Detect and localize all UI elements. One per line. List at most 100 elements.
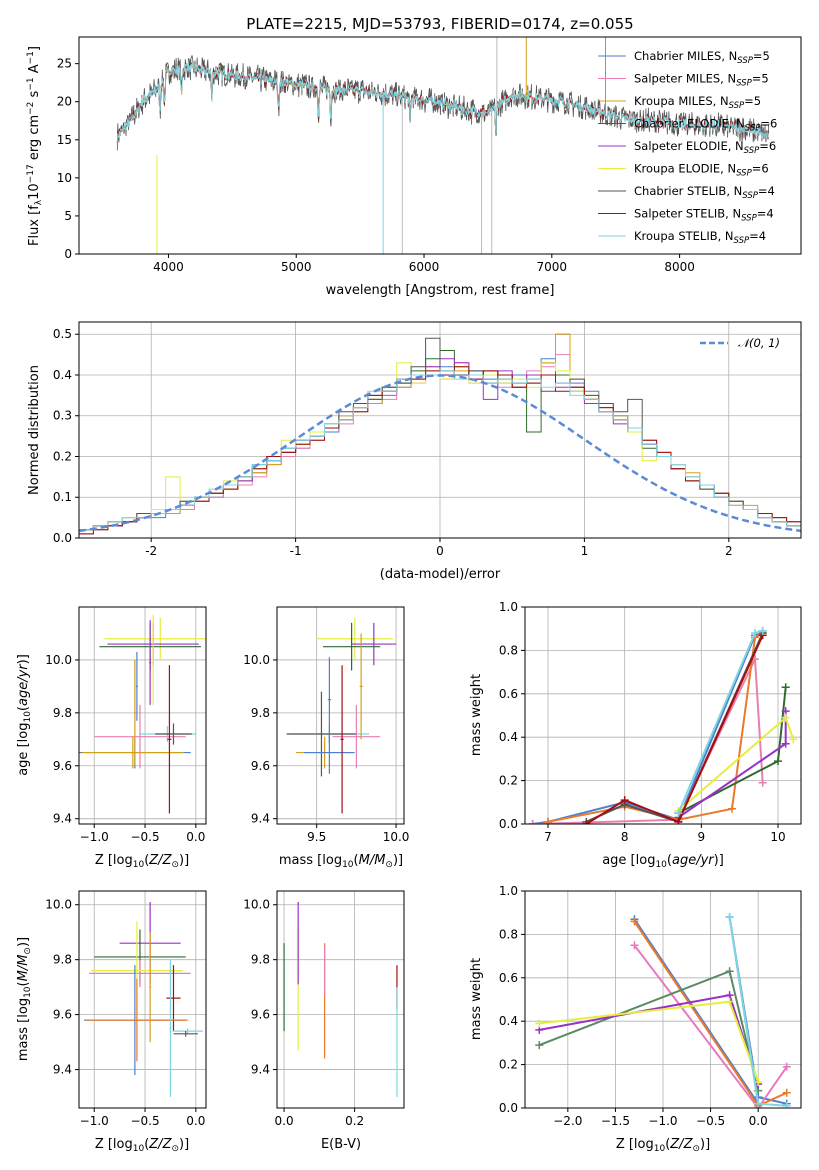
normal-curve bbox=[79, 374, 801, 533]
legend-label: Salpeter ELODIE, NSSP=6 bbox=[634, 139, 776, 156]
mass-vs-ebv-panel: 0.0 0.2 9.4 9.6 9.8 10.0 E(B-V) bbox=[243, 890, 405, 1152]
legend-label: Chabrier STELIB, NSSP=4 bbox=[634, 184, 775, 201]
weight-point-marker bbox=[725, 967, 734, 976]
weight-point-marker bbox=[535, 1041, 544, 1050]
x-tick-label: 9.5 bbox=[307, 830, 326, 844]
weight-point-marker bbox=[758, 778, 767, 787]
x-tick-label: 9 bbox=[698, 830, 706, 844]
age-vs-z-frame bbox=[78, 606, 207, 825]
legend-subscript: SSP bbox=[742, 191, 758, 201]
legend-text: Salpeter STELIB, N bbox=[634, 207, 741, 221]
y-tick-label: 0 bbox=[64, 247, 72, 261]
weight-point-marker bbox=[782, 1101, 791, 1108]
legend-label: Salpeter MILES, NSSP=5 bbox=[634, 72, 769, 89]
age-vs-mass-xlabel: mass [log10(M/M⊙)] bbox=[279, 853, 403, 870]
weight-lines bbox=[528, 626, 798, 824]
weight-point-marker bbox=[725, 997, 734, 1006]
legend-subscript: SSP bbox=[734, 236, 750, 246]
spectrum-title: PLATE=2215, MJD=53793, FIBERID=0174, z=0… bbox=[246, 15, 633, 33]
legend-label: Kroupa MILES, NSSP=5 bbox=[634, 94, 761, 111]
weight-lines bbox=[535, 913, 791, 1108]
y-tick-label: 9.6 bbox=[251, 759, 270, 773]
y-tick-label: 0.4 bbox=[499, 1014, 518, 1028]
x-tick-label: −1.0 bbox=[80, 1114, 109, 1128]
y-tick-label: 25 bbox=[57, 57, 72, 71]
x-tick-label: 8000 bbox=[664, 260, 695, 274]
y-tick-label: 10.0 bbox=[45, 653, 72, 667]
histogram-steps bbox=[79, 333, 801, 535]
y-tick-label: 0.3 bbox=[53, 409, 72, 423]
y-tick-label: 0.6 bbox=[499, 687, 518, 701]
legend-tail: =4 bbox=[749, 229, 766, 243]
legend-text: Kroupa ELODIE, N bbox=[634, 162, 736, 176]
weight-vs-z-xlabel: Z [log10(Z/Z⊙)] bbox=[616, 1137, 710, 1154]
spectrum-xlabel: wavelength [Angstrom, rest frame] bbox=[326, 283, 555, 298]
x-tick-label: −0.5 bbox=[130, 830, 159, 844]
error-crosses bbox=[84, 901, 203, 1098]
mass-vs-metallicity-panel: −1.0 −0.5 0.0 9.4 9.6 9.8 10.0 Z [log10(Z/Z⊙)]… bbox=[16, 890, 207, 1154]
legend-tail: =6 bbox=[759, 139, 776, 153]
spectrum-series-line bbox=[116, 61, 770, 143]
x-tick-label: 6000 bbox=[409, 260, 440, 274]
x-tick-label: −2.0 bbox=[553, 1114, 582, 1128]
weight-point-marker bbox=[751, 629, 759, 638]
mass-vs-z-ticks: −1.0 −0.5 0.0 9.4 9.6 9.8 10.0 bbox=[45, 898, 205, 1128]
weight-vs-age-plot-area bbox=[525, 606, 801, 825]
legend-text: Chabrier STELIB, N bbox=[634, 184, 742, 198]
x-tick-label: −0.5 bbox=[130, 1114, 159, 1128]
legend-tail: =6 bbox=[752, 162, 769, 176]
histogram-series-step bbox=[79, 370, 801, 531]
x-tick-label: -2 bbox=[145, 544, 157, 558]
legend-subscript: SSP bbox=[745, 124, 761, 134]
legend-label: Kroupa STELIB, NSSP=4 bbox=[634, 229, 766, 246]
legend-text: Kroupa STELIB, N bbox=[634, 229, 734, 243]
age-vs-z-xlabel: Z [log10(Z/Z⊙)] bbox=[95, 853, 189, 870]
y-tick-label: 0.4 bbox=[53, 368, 72, 382]
weight-point-marker bbox=[782, 1088, 791, 1097]
legend-tail: =5 bbox=[753, 49, 770, 63]
weight-vs-age-panel: 7 8 9 10 0.0 0.2 0.4 0.6 0.8 1.0 age [log10(age/y… bbox=[469, 600, 802, 870]
y-tick-label: 1.0 bbox=[499, 884, 518, 898]
error-crosses bbox=[79, 614, 206, 814]
weight-series-line bbox=[585, 634, 764, 824]
x-tick-label: −1.5 bbox=[601, 1114, 630, 1128]
legend-text: Salpeter MILES, N bbox=[634, 72, 736, 86]
y-tick-label: 20 bbox=[57, 95, 72, 109]
histogram-ylabel: Normed distribution bbox=[27, 365, 42, 495]
weight-point-marker bbox=[774, 757, 782, 766]
weight-vs-age-ylabel: mass weight bbox=[469, 674, 484, 756]
y-tick-label: 9.4 bbox=[251, 812, 270, 826]
weight-point-marker bbox=[620, 796, 629, 805]
x-tick-label: 8 bbox=[621, 830, 629, 844]
y-tick-label: 10.0 bbox=[243, 653, 270, 667]
mass-vs-z-frame bbox=[78, 890, 207, 1109]
y-tick-label: 0.8 bbox=[499, 643, 518, 657]
x-tick-label: 7 bbox=[544, 830, 552, 844]
age-vs-z-ylabel: age [log10(age/yr)] bbox=[16, 654, 33, 776]
x-tick-label: 7000 bbox=[537, 260, 568, 274]
histogram-xlabel: (data-model)/error bbox=[380, 567, 501, 582]
y-tick-label: 0.4 bbox=[499, 730, 518, 744]
weight-point-marker bbox=[674, 817, 683, 824]
weight-point-marker bbox=[544, 817, 552, 824]
y-tick-label: 10.0 bbox=[45, 898, 72, 912]
y-tick-label: 9.6 bbox=[251, 1008, 270, 1022]
legend-text: Chabrier ELODIE, N bbox=[634, 117, 745, 131]
y-tick-label: 0.0 bbox=[499, 817, 518, 831]
y-tick-label: 9.6 bbox=[53, 1008, 72, 1022]
legend-label: Chabrier ELODIE, NSSP=6 bbox=[634, 117, 777, 134]
y-tick-label: 0.1 bbox=[53, 490, 72, 504]
spectrum-plot-area bbox=[116, 37, 770, 254]
histogram-legend: 𝒩(0, 1) bbox=[700, 336, 780, 350]
legend-text: Salpeter ELODIE, N bbox=[634, 139, 744, 153]
y-tick-label: 9.4 bbox=[53, 812, 72, 826]
x-tick-label: 0.2 bbox=[345, 1114, 364, 1128]
error-crosses bbox=[286, 617, 397, 814]
weight-vs-age-xlabel: age [log10(age/yr)] bbox=[602, 853, 724, 870]
x-tick-label: 1 bbox=[581, 544, 589, 558]
legend-text: Chabrier MILES, N bbox=[634, 49, 737, 63]
histogram-ticks: -2 -1 0 1 2 0.0 0.1 0.2 0.3 0.4 0.5 bbox=[53, 327, 733, 558]
spectrum-panel: PLATE=2215, MJD=53793, FIBERID=0174, z=0… bbox=[26, 15, 802, 298]
